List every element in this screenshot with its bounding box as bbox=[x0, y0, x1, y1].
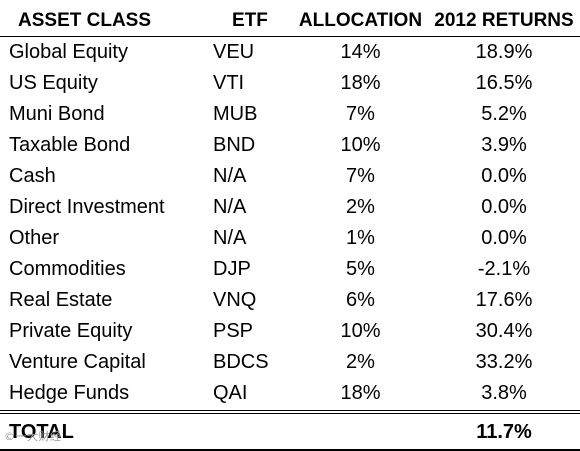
allocation-cell: 10% bbox=[340, 320, 381, 342]
returns-cell: 16.5% bbox=[475, 72, 533, 94]
table-row: Hedge Funds QAI 18% 3.8% bbox=[0, 378, 580, 409]
asset-class-cell: Commodities bbox=[9, 258, 126, 280]
allocation-cell: 18% bbox=[340, 72, 381, 94]
total-returns: 11.7% bbox=[476, 421, 532, 443]
asset-class-cell: Muni Bond bbox=[9, 103, 105, 125]
watermark: ©一大财经 bbox=[4, 430, 62, 443]
etf-cell: QAI bbox=[213, 382, 248, 404]
allocation-cell: 2% bbox=[346, 351, 375, 373]
asset-class-cell: Real Estate bbox=[9, 289, 113, 311]
etf-cell: BND bbox=[213, 134, 256, 156]
returns-cell: 18.9% bbox=[475, 41, 533, 63]
asset-class-cell: Private Equity bbox=[9, 320, 133, 342]
asset-class-cell: Direct Investment bbox=[9, 196, 165, 218]
table-row: Venture Capital BDCS 2% 33.2% bbox=[0, 347, 580, 378]
etf-cell: MUB bbox=[213, 103, 258, 125]
returns-cell: 17.6% bbox=[475, 289, 533, 311]
returns-cell: 0.0% bbox=[481, 165, 527, 187]
etf-cell: N/A bbox=[213, 165, 247, 187]
etf-cell: N/A bbox=[213, 227, 247, 249]
table-body: Global Equity VEU 14% 18.9% US Equity VTI 18% 1… bbox=[0, 37, 580, 409]
allocation-cell: 14% bbox=[340, 41, 381, 63]
etf-cell: PSP bbox=[213, 320, 254, 342]
allocation-cell: 5% bbox=[346, 258, 375, 280]
header-etf: ETF bbox=[232, 10, 268, 31]
table-row: Muni Bond MUB 7% 5.2% bbox=[0, 99, 580, 130]
returns-cell: 3.8% bbox=[481, 382, 527, 404]
allocation-cell: 2% bbox=[346, 196, 375, 218]
allocation-cell: 10% bbox=[340, 134, 381, 156]
total-label: TOTAL bbox=[9, 421, 74, 443]
table-header-row: ASSET CLASS ETF ALLOCATION 2012 RETURNS bbox=[0, 5, 580, 37]
returns-cell: 5.2% bbox=[481, 103, 527, 125]
asset-class-cell: US Equity bbox=[9, 72, 98, 94]
returns-cell: 3.9% bbox=[481, 134, 527, 156]
table-row: Real Estate VNQ 6% 17.6% bbox=[0, 285, 580, 316]
allocation-cell: 6% bbox=[346, 289, 375, 311]
table-row: Global Equity VEU 14% 18.9% bbox=[0, 37, 580, 68]
asset-allocation-table: ASSET CLASS ETF ALLOCATION 2012 RETURNS … bbox=[0, 5, 580, 451]
table-row: Cash N/A 7% 0.0% bbox=[0, 161, 580, 192]
allocation-cell: 1% bbox=[346, 227, 375, 249]
total-row: TOTAL 11.7% bbox=[0, 417, 580, 448]
table-row: Taxable Bond BND 10% 3.9% bbox=[0, 130, 580, 161]
asset-class-cell: Cash bbox=[9, 165, 56, 187]
table-row: Commodities DJP 5% -2.1% bbox=[0, 254, 580, 285]
etf-cell: DJP bbox=[213, 258, 251, 280]
allocation-cell: 7% bbox=[346, 165, 375, 187]
etf-cell: VTI bbox=[213, 72, 245, 94]
asset-class-cell: Global Equity bbox=[9, 41, 128, 63]
header-2012-returns: 2012 RETURNS bbox=[434, 10, 574, 31]
header-allocation: ALLOCATION bbox=[298, 10, 423, 31]
returns-cell: -2.1% bbox=[477, 258, 531, 280]
etf-cell: N/A bbox=[213, 196, 247, 218]
table-row: Direct Investment N/A 2% 0.0% bbox=[0, 192, 580, 223]
header-asset-class: ASSET CLASS bbox=[18, 10, 152, 31]
table-row: Other N/A 1% 0.0% bbox=[0, 223, 580, 254]
table-row: Private Equity PSP 10% 30.4% bbox=[0, 316, 580, 347]
etf-cell: BDCS bbox=[213, 351, 269, 373]
allocation-cell: 18% bbox=[340, 382, 381, 404]
asset-class-cell: Other bbox=[9, 227, 60, 249]
asset-class-cell: Venture Capital bbox=[9, 351, 146, 373]
etf-cell: VEU bbox=[213, 41, 255, 63]
returns-cell: 30.4% bbox=[475, 320, 533, 342]
returns-cell: 0.0% bbox=[481, 227, 527, 249]
total-separator bbox=[0, 410, 580, 414]
asset-class-cell: Hedge Funds bbox=[9, 382, 130, 404]
table-row: US Equity VTI 18% 16.5% bbox=[0, 68, 580, 99]
returns-cell: 0.0% bbox=[481, 196, 527, 218]
returns-cell: 33.2% bbox=[475, 351, 533, 373]
allocation-cell: 7% bbox=[346, 103, 375, 125]
etf-cell: VNQ bbox=[213, 289, 257, 311]
asset-class-cell: Taxable Bond bbox=[9, 134, 131, 156]
